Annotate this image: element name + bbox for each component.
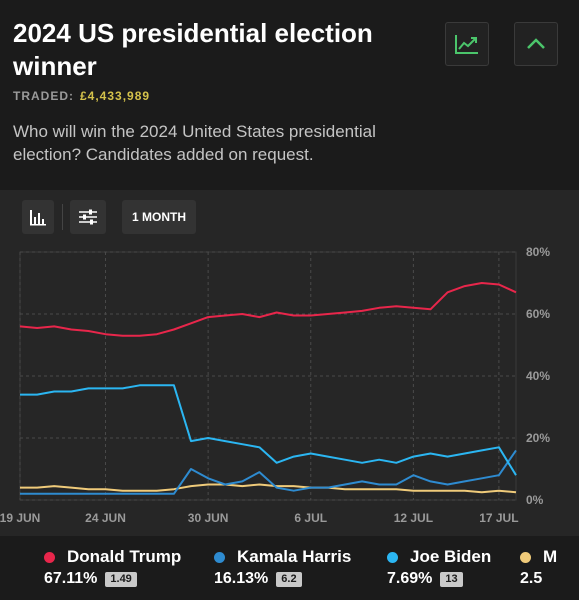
chart-panel: 1 MONTH	[0, 190, 579, 536]
chevron-up-icon	[527, 38, 545, 49]
chart-settings-button[interactable]	[70, 200, 106, 234]
line-chart-icon	[455, 35, 478, 54]
price-chart: 80% 60% 40% 20% 0% 19 JUN 24 JUN 30 JUN 6 JUL 12 …	[0, 245, 550, 525]
range-1-month-button[interactable]: 1 MONTH	[122, 200, 196, 234]
series-line-trump	[19, 282, 517, 337]
legend-odds-badge: 1.49	[105, 571, 137, 587]
legend-name: Donald Trump	[67, 547, 182, 566]
toolbar-divider	[62, 204, 63, 230]
legend-name: M	[543, 547, 558, 566]
traded-value: £4,433,989	[80, 89, 151, 103]
traded-volume: TRADED: £4,433,989	[13, 89, 150, 103]
chart-legend: Donald Trump 67.11% 1.49 Kamala Harris 16…	[0, 538, 579, 600]
market-description: Who will win the 2024 United States pres…	[13, 122, 376, 164]
show-chart-button[interactable]	[445, 22, 489, 66]
x-tick-label: 12 JUL	[394, 511, 433, 525]
legend-value: 7.69%	[387, 570, 433, 587]
bar-chart-icon	[30, 210, 46, 226]
legend-value: 67.11%	[44, 570, 98, 587]
biden-color-dot	[387, 551, 398, 563]
legend-item-harris[interactable]: Kamala Harris 16.13% 6.2	[214, 546, 351, 588]
page-title: 2024 US presidential election winner	[13, 18, 373, 81]
legend-item-biden[interactable]: Joe Biden 7.69% 13	[387, 546, 491, 588]
legend-item-fourth[interactable]: M 2.5	[520, 546, 557, 588]
x-tick-label: 24 JUN	[85, 511, 126, 525]
x-tick-label: 19 JUN	[0, 511, 40, 525]
y-tick-label: 0%	[526, 493, 544, 507]
harris-color-dot	[214, 551, 225, 563]
y-tick-label: 40%	[526, 369, 550, 383]
sliders-icon	[79, 209, 97, 225]
y-tick-label: 80%	[526, 245, 550, 259]
legend-value: 2.5	[520, 570, 543, 587]
trump-color-dot	[44, 551, 55, 563]
x-tick-label: 6 JUL	[294, 511, 327, 525]
x-tick-label: 17 JUL	[479, 511, 518, 525]
market-header: 2024 US presidential election winner TRA…	[0, 0, 579, 190]
y-tick-label: 60%	[526, 307, 550, 321]
series-line-harris	[20, 449, 517, 495]
chart-type-button[interactable]	[22, 200, 54, 234]
legend-odds-badge: 13	[440, 571, 463, 587]
series-line-biden	[20, 384, 517, 476]
y-tick-label: 20%	[526, 431, 550, 445]
fourth-color-dot	[520, 551, 531, 563]
legend-item-trump[interactable]: Donald Trump 67.11% 1.49	[44, 546, 181, 588]
legend-odds-badge: 6.2	[276, 571, 302, 587]
legend-name: Joe Biden	[410, 547, 492, 566]
legend-value: 16.13%	[214, 570, 269, 587]
legend-name: Kamala Harris	[237, 547, 352, 566]
series-line-fourth	[20, 483, 517, 494]
collapse-button[interactable]	[514, 22, 558, 66]
traded-label: TRADED:	[13, 89, 74, 103]
x-tick-label: 30 JUN	[188, 511, 229, 525]
